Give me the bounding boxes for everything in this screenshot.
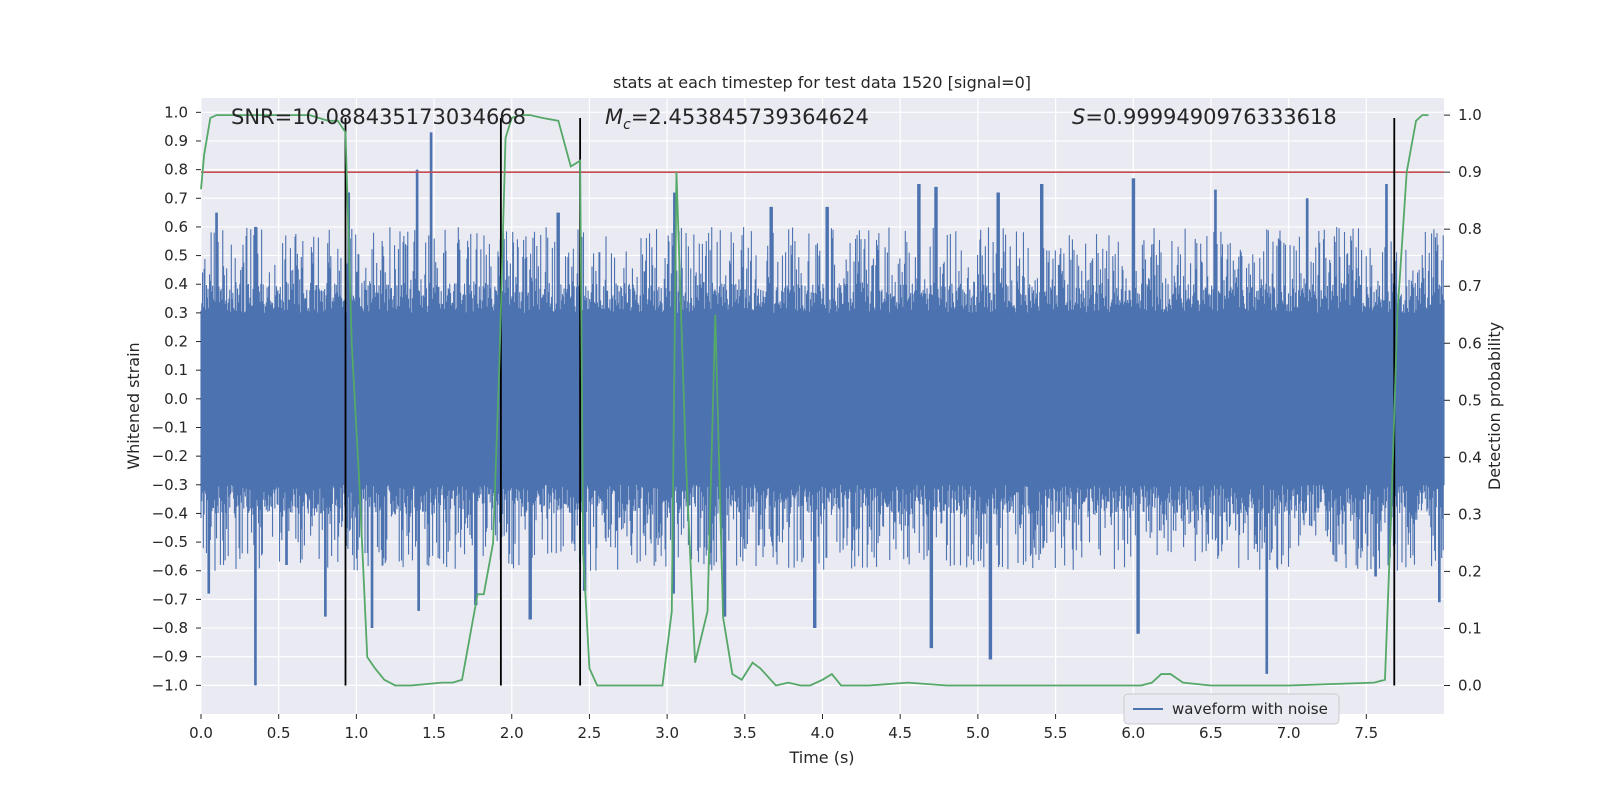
snr-annotation: SNR=10.088435173034668 [231,105,526,129]
y-right-tick-label: 0.3 [1458,505,1482,523]
y-right-tick-label: 0.7 [1458,277,1482,295]
chart-title: stats at each timestep for test data 152… [613,73,1031,92]
y-left-axis-label: Whitened strain [124,342,143,469]
x-tick-label: 4.5 [888,724,912,742]
y-left-tick-labels: 1.0 0.9 0.8 0.7 0.6 0.5 0.4 0.3 0.2 0.1 0.0 −0.1 −0.… [152,103,201,694]
waveform-core-band [201,312,1444,485]
y-right-tick-label: 1.0 [1458,106,1482,124]
x-tick-label: 7.0 [1277,724,1301,742]
chirp-mass-value: =2.453845739364624 [631,105,869,129]
x-tick-label: 5.5 [1044,724,1068,742]
y-left-tick-label: −0.2 [152,447,188,465]
x-tick-label: 1.5 [422,724,446,742]
x-tick-label: 0.0 [189,724,213,742]
y-right-tick-label: 0.8 [1458,220,1482,238]
score-symbol: S [1072,105,1085,129]
x-tick-label: 4.0 [811,724,835,742]
y-left-tick-label: −0.8 [152,619,188,637]
y-left-tick-label: −0.3 [152,476,188,494]
y-left-tick-label: 0.0 [164,390,188,408]
x-tick-label: 3.5 [733,724,757,742]
y-right-tick-labels: 1.0 0.9 0.8 0.7 0.6 0.5 0.4 0.3 0.2 0.1 0.0 [1444,106,1482,694]
y-right-tick-label: 0.5 [1458,391,1482,409]
x-tick-label: 2.5 [578,724,602,742]
chirp-mass-subscript: c [623,117,631,133]
y-right-tick-label: 0.2 [1458,562,1482,580]
y-left-tick-label: 0.3 [164,304,188,322]
y-left-tick-label: 0.5 [164,247,188,265]
y-left-tick-label: 1.0 [164,103,188,121]
y-left-tick-label: −0.4 [152,504,188,522]
x-tick-label: 0.5 [267,724,291,742]
y-right-tick-label: 0.4 [1458,448,1482,466]
y-left-tick-label: −0.5 [152,533,188,551]
y-left-tick-label: 0.4 [164,275,188,293]
chirp-mass-symbol: M [605,105,623,129]
y-left-tick-label: −0.9 [152,648,188,666]
legend-box [1123,693,1340,725]
legend-entry: waveform with noise [1172,700,1328,718]
y-right-tick-label: 0.9 [1458,163,1482,181]
x-tick-label: 1.0 [344,724,368,742]
x-tick-label: 3.0 [655,724,679,742]
x-tick-label: 5.0 [966,724,990,742]
legend: waveform with noise [1123,693,1340,725]
x-tick-label: 6.0 [1121,724,1145,742]
chirp-mass-annotation: Mc=2.453845739364624 [605,105,869,133]
detection-probability-line [200,114,1429,687]
y-right-axis-label: Detection probability [1485,322,1504,490]
y-left-tick-label: 0.2 [164,333,188,351]
score-value: =0.9999490976333618 [1085,105,1336,129]
y-right-tick-label: 0.6 [1458,334,1482,352]
y-left-tick-label: −1.0 [152,676,188,694]
series-waveform-with-noise [200,132,1445,686]
overlay-marks [200,114,1444,687]
x-tick-label: 7.5 [1354,724,1378,742]
y-left-tick-label: −0.1 [152,418,188,436]
y-left-tick-label: −0.7 [152,590,188,608]
score-annotation: S=0.9999490976333618 [1072,105,1337,129]
y-right-tick-label: 0.1 [1458,619,1482,637]
x-tick-label: 6.5 [1199,724,1223,742]
x-tick-labels: 0.0 0.5 1.0 1.5 2.0 2.5 3.0 3.5 4.0 4.5 5.0 5.5 6.0 6… [189,714,1378,742]
x-tick-label: 2.0 [500,724,524,742]
y-left-tick-label: −0.6 [152,562,188,580]
y-left-tick-label: 0.6 [164,218,188,236]
y-left-tick-label: 0.7 [164,189,188,207]
y-left-tick-label: 0.8 [164,161,188,179]
y-left-tick-label: 0.1 [164,361,188,379]
y-left-tick-label: 0.9 [164,132,188,150]
x-axis-label: Time (s) [788,748,854,767]
y-right-tick-label: 0.0 [1458,676,1482,694]
